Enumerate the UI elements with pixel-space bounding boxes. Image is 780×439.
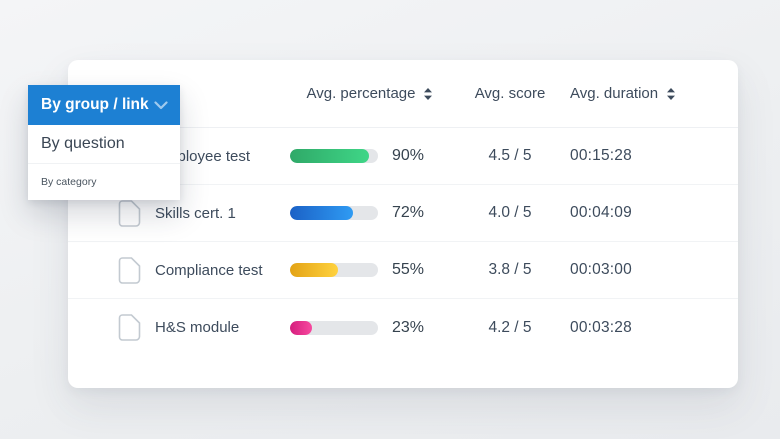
score-value: 3.8 / 5 <box>488 261 532 278</box>
score-value: 4.0 / 5 <box>488 204 532 221</box>
score-value: 4.2 / 5 <box>488 318 532 336</box>
table-header-row: Avg. percentage Avg. score Avg. duration <box>68 60 738 128</box>
percent-value: 55% <box>392 261 425 278</box>
document-icon <box>118 314 141 341</box>
progress-bar-fill <box>290 263 339 277</box>
column-header-label: Avg. score <box>474 85 546 102</box>
dropdown-menu: By question By category <box>28 125 180 200</box>
dropdown-option[interactable]: By category <box>28 163 180 200</box>
document-icon <box>118 199 141 227</box>
percentage-cell: 23% <box>290 319 450 337</box>
assessment-name: Skills cert. 1 <box>155 204 236 222</box>
percentage-cell: 90% <box>290 147 450 165</box>
percentage-cell: 72% <box>290 204 450 222</box>
duration-value: 00:03:28 <box>570 318 632 336</box>
column-header-avg-score: Avg. score <box>450 85 570 102</box>
sort-icon[interactable] <box>423 87 433 101</box>
column-header-label: Avg. duration <box>570 85 659 102</box>
progress-bar-track <box>290 206 378 220</box>
assessment-name: H&S module <box>155 319 240 336</box>
percent-value: 23% <box>392 318 425 336</box>
progress-bar-track <box>290 149 378 163</box>
group-by-dropdown: By group / link By question By category <box>28 85 180 200</box>
dropdown-selected-label: By group / link <box>41 96 149 113</box>
table-row[interactable]: H&S module 23% 4.2 / 5 00:03:28 <box>68 299 738 356</box>
row-icon-cell <box>118 199 155 227</box>
progress-bar-fill <box>290 206 354 220</box>
sort-icon[interactable] <box>666 87 676 101</box>
row-icon-cell <box>118 314 155 341</box>
column-header-avg-percentage[interactable]: Avg. percentage <box>290 85 450 102</box>
progress-bar-track <box>290 320 378 335</box>
progress-bar-track <box>290 263 378 277</box>
percentage-cell: 55% <box>290 261 450 279</box>
chevron-down-icon <box>154 100 168 110</box>
table-row[interactable]: Skills cert. 1 72% 4.0 / 5 00:04:09 <box>68 185 738 242</box>
assessment-name: Compliance test <box>155 261 263 279</box>
progress-bar-fill <box>290 320 312 335</box>
row-icon-cell <box>118 256 155 284</box>
duration-value: 00:04:09 <box>570 204 632 221</box>
dropdown-toggle[interactable]: By group / link <box>28 85 180 125</box>
percent-value: 72% <box>392 204 425 221</box>
score-value: 4.5 / 5 <box>488 147 532 164</box>
column-header-avg-duration[interactable]: Avg. duration <box>570 85 710 102</box>
progress-bar-fill <box>290 149 370 163</box>
document-icon <box>118 256 141 284</box>
table-row[interactable]: Compliance test 55% 3.8 / 5 00:03:00 <box>68 242 738 299</box>
duration-value: 00:15:28 <box>570 147 632 164</box>
table-body: Employee test 90% 4.5 / 5 00:15:28 Skill… <box>68 128 738 356</box>
percent-value: 90% <box>392 147 425 164</box>
column-header-label: Avg. percentage <box>306 85 416 102</box>
duration-value: 00:03:00 <box>570 261 632 278</box>
dropdown-option[interactable]: By question <box>41 135 125 152</box>
